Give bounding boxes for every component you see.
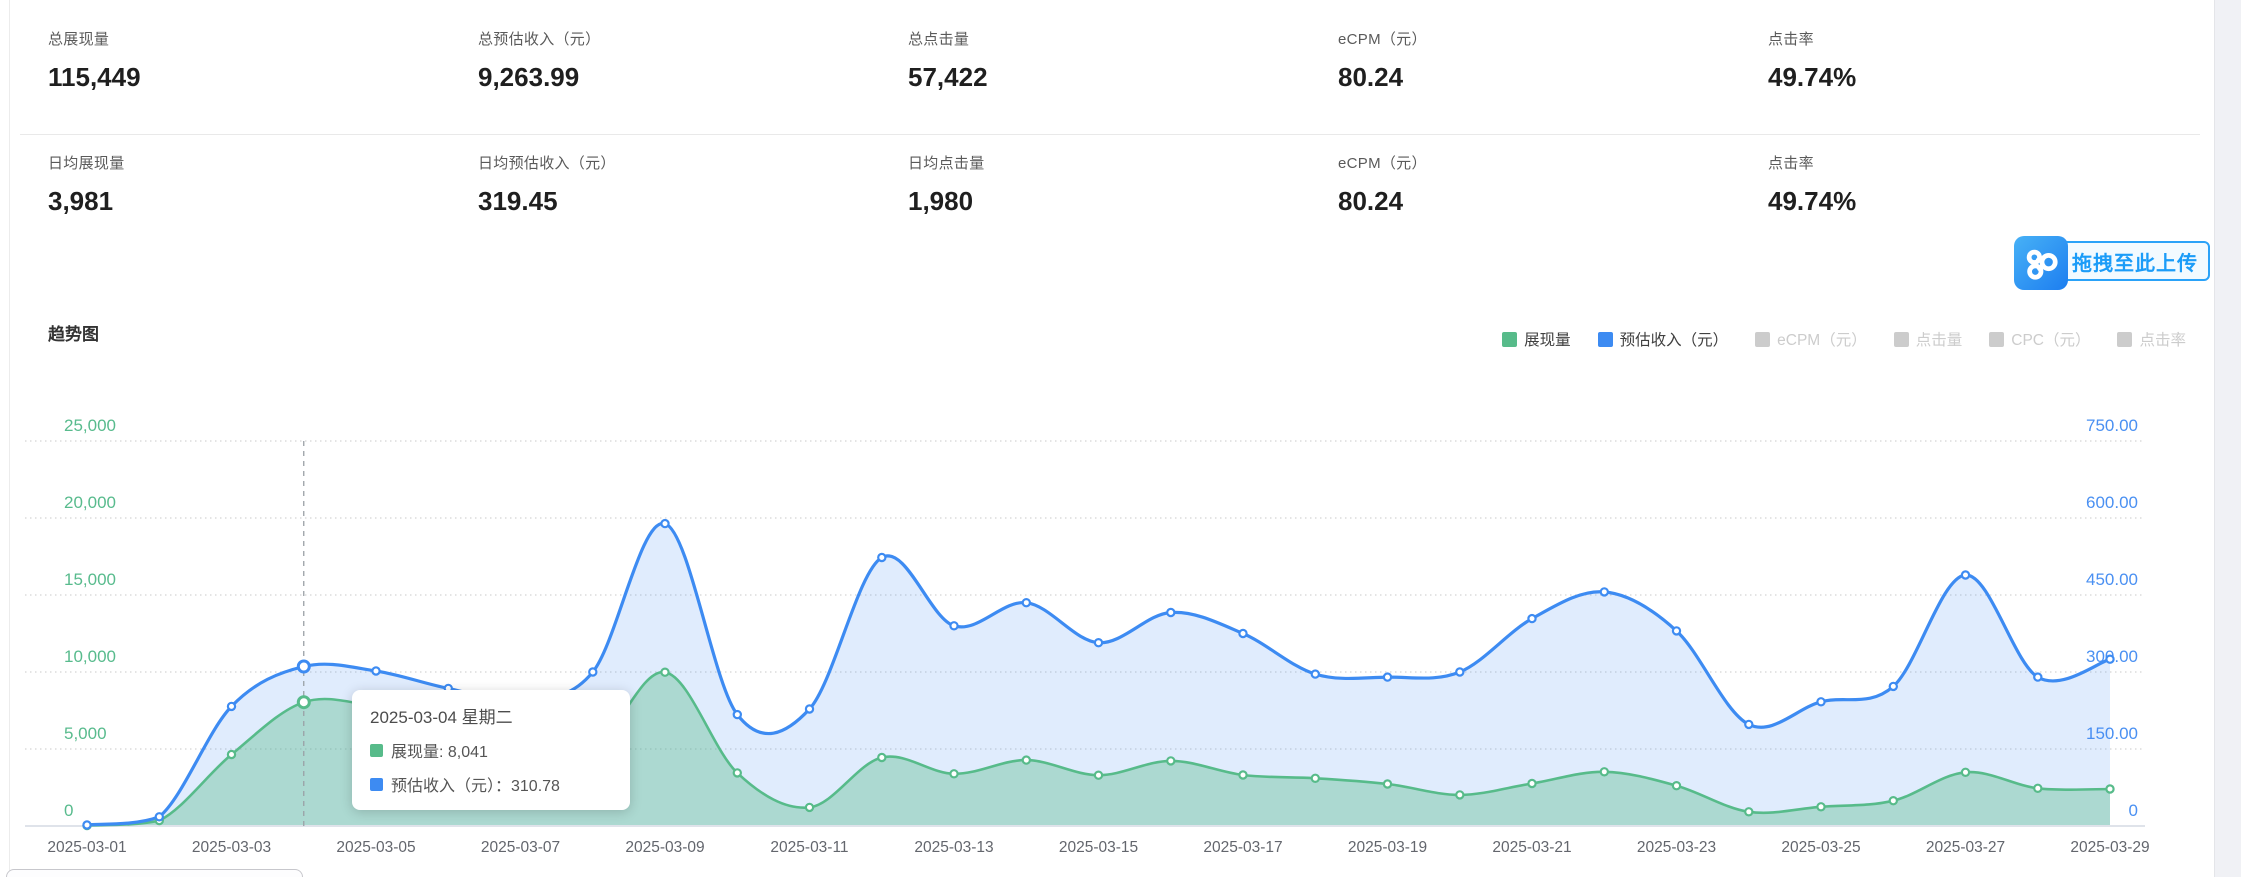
stat-label: 日均点击量 [908, 155, 985, 172]
svg-text:2025-03-21: 2025-03-21 [1492, 839, 1571, 856]
stat-value: 80.24 [1338, 186, 1404, 216]
legend-item-revenue[interactable]: 预估收入（元） [1597, 328, 1729, 350]
legend-swatch [1597, 331, 1613, 347]
trend-chart[interactable]: 25,000 20,000 15,000 10,000 5,000 0 750.00 600.… [0, 380, 2215, 877]
stat-daily-revenue: 日均预估收入（元） 319.45 [478, 152, 858, 217]
stat-label: 总预估收入（元） [478, 31, 601, 48]
svg-text:2025-03-07: 2025-03-07 [481, 839, 560, 856]
scrollbar[interactable] [2214, 0, 2241, 877]
chart-tooltip: 2025-03-04 星期二 展现量: 8,041 预估收入（元）：310.78 [352, 690, 630, 810]
legend-label: CPC（元） [2011, 332, 2091, 349]
svg-text:2025-03-09: 2025-03-09 [625, 839, 704, 856]
tooltip-value: 预估收入（元）：310.78 [391, 778, 560, 795]
svg-text:2025-03-11: 2025-03-11 [770, 839, 848, 856]
legend-swatch [1893, 331, 1909, 347]
stat-daily-ctr: 点击率 49.74% [1768, 152, 2148, 217]
stat-value: 80.24 [1338, 62, 1404, 92]
tooltip-swatch-impressions [370, 743, 383, 757]
legend-label: 点击量 [1915, 332, 1963, 349]
svg-text:15,000: 15,000 [64, 570, 116, 589]
legend-label: eCPM（元） [1777, 332, 1867, 349]
stat-label: 日均展现量 [48, 155, 125, 172]
stat-value: 9,263.99 [478, 62, 580, 92]
legend-swatch [1989, 331, 2005, 347]
tooltip-value: 展现量: 8,041 [391, 744, 488, 761]
svg-text:2025-03-15: 2025-03-15 [1059, 839, 1138, 856]
svg-text:25,000: 25,000 [64, 416, 116, 435]
legend-swatch [1502, 331, 1518, 347]
legend-swatch [2117, 331, 2133, 347]
svg-text:2025-03-01: 2025-03-01 [47, 839, 126, 856]
svg-text:2025-03-19: 2025-03-19 [1348, 839, 1427, 856]
stat-value: 49.74% [1768, 186, 1857, 216]
trend-chart-svg[interactable]: 25,000 20,000 15,000 10,000 5,000 0 750.00 600.… [0, 380, 2215, 877]
stat-value: 57,422 [908, 62, 988, 92]
svg-text:2025-03-25: 2025-03-25 [1781, 839, 1860, 856]
stat-total-revenue: 总预估收入（元） 9,263.99 [478, 28, 858, 93]
stat-label: 日均预估收入（元） [478, 155, 616, 172]
chart-legend: 展现量 预估收入（元） eCPM（元） 点击量 CPC（元） 点击率 [1502, 328, 2186, 350]
svg-text:2025-03-27: 2025-03-27 [1926, 839, 2005, 856]
drag-upload-label: 拖拽至此上传 [2072, 252, 2198, 275]
svg-text:450.00: 450.00 [2086, 570, 2138, 589]
tooltip-swatch-revenue [370, 777, 383, 791]
svg-text:2025-03-13: 2025-03-13 [914, 839, 993, 856]
stat-daily-ecpm: eCPM（元） 80.24 [1338, 152, 1718, 217]
svg-text:2025-03-23: 2025-03-23 [1637, 839, 1716, 856]
tooltip-row-impressions: 展现量: 8,041 [370, 738, 612, 762]
stat-value: 1,980 [908, 186, 974, 216]
stat-total-clicks: 总点击量 57,422 [908, 28, 1288, 93]
svg-text:2025-03-05: 2025-03-05 [336, 839, 415, 856]
svg-text:2025-03-17: 2025-03-17 [1203, 839, 1282, 856]
svg-text:5,000: 5,000 [64, 724, 107, 743]
stat-label: 点击率 [1768, 31, 1814, 48]
stat-ecpm: eCPM（元） 80.24 [1338, 28, 1718, 93]
legend-label: 预估收入（元） [1619, 332, 1729, 349]
svg-text:2025-03-03: 2025-03-03 [192, 839, 271, 856]
legend-item-clicks[interactable]: 点击量 [1893, 328, 1963, 350]
stat-value: 319.45 [478, 186, 558, 216]
stat-ctr: 点击率 49.74% [1768, 28, 2148, 93]
svg-text:2025-03-29: 2025-03-29 [2070, 839, 2149, 856]
legend-item-impressions[interactable]: 展现量 [1502, 328, 1571, 350]
stat-label: 总点击量 [908, 31, 970, 48]
legend-label: 展现量 [1524, 332, 1571, 349]
svg-text:10,000: 10,000 [64, 647, 116, 666]
svg-text:750.00: 750.00 [2086, 416, 2138, 435]
legend-item-cpc[interactable]: CPC（元） [1989, 328, 2090, 350]
tooltip-row-revenue: 预估收入（元）：310.78 [370, 772, 612, 796]
legend-item-ctr[interactable]: 点击率 [2117, 328, 2186, 350]
svg-text:0: 0 [64, 801, 73, 820]
legend-item-ecpm[interactable]: eCPM（元） [1755, 328, 1867, 350]
page-left-border [9, 0, 10, 877]
legend-swatch [1755, 331, 1771, 347]
stat-label: eCPM（元） [1338, 31, 1427, 48]
svg-text:600.00: 600.00 [2086, 493, 2138, 512]
stat-value: 115,449 [48, 62, 141, 92]
drag-upload-label-box: 拖拽至此上传 [2060, 241, 2210, 281]
trend-chart-title: 趋势图 [48, 325, 99, 344]
stat-value: 3,981 [48, 186, 114, 216]
svg-text:150.00: 150.00 [2086, 724, 2138, 743]
stat-value: 49.74% [1768, 62, 1857, 92]
legend-label: 点击率 [2139, 332, 2186, 349]
svg-text:20,000: 20,000 [64, 493, 116, 512]
stat-label: eCPM（元） [1338, 155, 1427, 172]
stat-daily-clicks: 日均点击量 1,980 [908, 152, 1288, 217]
baidu-netdisk-icon [2014, 236, 2068, 290]
stat-total-impressions: 总展现量 115,449 [48, 28, 428, 93]
bottom-popup-edge [6, 869, 303, 877]
svg-text:0: 0 [2129, 801, 2138, 820]
stat-label: 总展现量 [48, 31, 110, 48]
stat-label: 点击率 [1768, 155, 1814, 172]
stat-daily-impressions: 日均展现量 3,981 [48, 152, 428, 217]
tooltip-date: 2025-03-04 星期二 [370, 708, 513, 727]
stats-divider [20, 134, 2200, 135]
